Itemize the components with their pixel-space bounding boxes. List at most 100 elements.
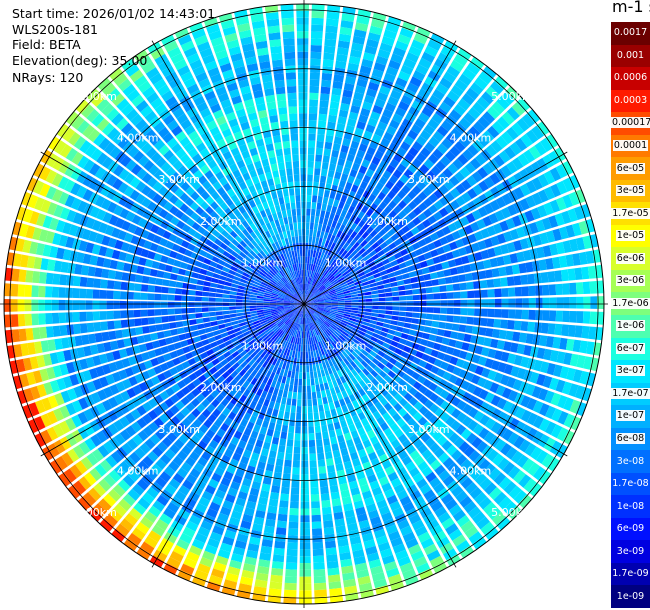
range-gate: [197, 440, 208, 451]
range-gate: [409, 433, 420, 444]
range-gate: [514, 421, 526, 434]
range-gate: [348, 257, 356, 264]
range-gate: [470, 221, 480, 232]
range-gate: [304, 263, 307, 270]
range-gate: [282, 324, 288, 331]
range-gate: [284, 296, 292, 300]
range-gate: [147, 317, 156, 325]
range-gate: [197, 526, 211, 538]
range-gate: [321, 323, 328, 330]
range-gate: [353, 277, 361, 283]
range-gate: [201, 451, 212, 461]
range-gate: [405, 179, 416, 190]
range-gate: [494, 298, 502, 308]
range-gate: [44, 299, 52, 311]
range-gate: [262, 266, 270, 273]
range-gate: [374, 354, 383, 362]
range-gate: [240, 433, 250, 443]
range-gate: [392, 296, 400, 301]
range-gate: [385, 180, 395, 190]
range-gate: [135, 326, 144, 336]
range-gate: [483, 337, 492, 347]
range-gate: [244, 471, 254, 481]
range-gate: [388, 219, 397, 228]
range-gate: [309, 460, 317, 468]
range-gate: [472, 511, 486, 525]
range-gate: [199, 108, 212, 119]
range-gate: [329, 343, 335, 351]
range-gate: [366, 38, 379, 49]
range-gate: [317, 334, 322, 342]
range-gate: [183, 142, 195, 153]
range-gate: [321, 238, 327, 246]
range-gate: [293, 453, 301, 461]
range-gate: [232, 169, 242, 179]
range-gate: [374, 206, 383, 216]
range-gate: [55, 456, 68, 471]
range-gate: [148, 505, 162, 518]
range-gate: [325, 263, 331, 271]
range-gate: [420, 245, 430, 254]
range-gate: [525, 195, 537, 208]
range-gate: [56, 247, 65, 260]
range-gate: [133, 226, 144, 237]
range-gate: [224, 339, 233, 347]
range-gate: [223, 362, 232, 371]
range-gate: [70, 197, 82, 211]
range-gate: [328, 430, 336, 438]
range-gate: [515, 138, 528, 152]
range-gate: [482, 111, 496, 124]
range-gate: [202, 312, 210, 318]
range-gate: [309, 256, 313, 264]
range-gate: [240, 455, 250, 465]
range-gate: [249, 300, 257, 303]
range-gate: [466, 316, 474, 325]
range-gate: [290, 302, 298, 304]
range-gate: [296, 31, 309, 39]
range-gate: [463, 264, 472, 273]
range-gate: [351, 184, 359, 193]
range-gate: [316, 134, 325, 142]
range-gate: [316, 230, 321, 238]
range-gate: [283, 305, 291, 308]
range-gate: [322, 506, 332, 515]
range-gate: [427, 118, 440, 130]
range-gate: [126, 89, 141, 102]
range-gate: [287, 312, 294, 318]
range-gate: [474, 491, 487, 505]
range-gate: [367, 32, 381, 42]
range-gate: [52, 156, 65, 171]
range-gate: [278, 311, 286, 315]
range-gate: [399, 234, 408, 243]
range-gate: [324, 239, 330, 248]
range-gate: [356, 15, 370, 25]
range-gate: [225, 246, 234, 254]
range-gate: [262, 441, 271, 450]
range-gate: [348, 445, 357, 454]
range-gate: [464, 525, 479, 539]
range-gate: [425, 287, 433, 294]
range-gate: [15, 238, 25, 252]
range-gate: [198, 496, 211, 508]
range-gate: [268, 588, 282, 597]
range-gate: [317, 266, 322, 274]
range-gate: [323, 307, 331, 311]
range-gate: [477, 377, 487, 388]
range-gate: [455, 490, 468, 503]
range-gate: [113, 406, 124, 418]
range-gate: [296, 4, 309, 11]
range-gate: [206, 581, 221, 592]
range-gate: [393, 205, 402, 214]
range-gate: [400, 94, 413, 106]
range-gate: [186, 382, 196, 392]
range-gate: [387, 329, 396, 335]
range-gate: [310, 249, 314, 257]
range-gate: [329, 291, 336, 295]
range-gate: [406, 306, 414, 312]
range-gate: [549, 377, 559, 391]
range-gate: [531, 385, 542, 399]
range-gate: [202, 379, 211, 389]
range-gate: [467, 506, 482, 519]
range-gate: [327, 336, 334, 344]
range-gate: [321, 500, 331, 508]
